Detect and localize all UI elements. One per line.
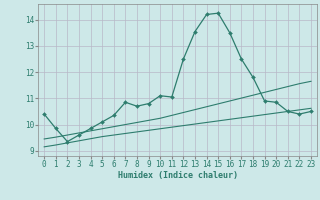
X-axis label: Humidex (Indice chaleur): Humidex (Indice chaleur)	[118, 171, 238, 180]
